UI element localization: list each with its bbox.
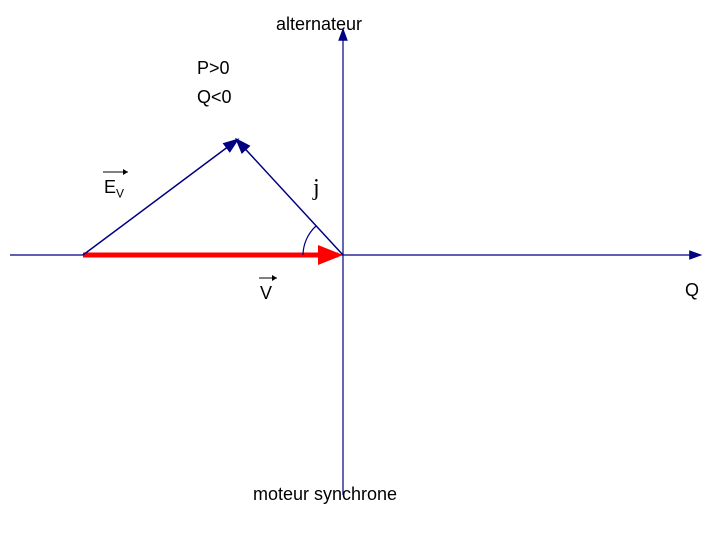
label-q-axis: Q (685, 280, 699, 301)
vector-jxi (237, 140, 343, 255)
label-ev-sub: V (116, 187, 124, 201)
angle-arc-phi (303, 226, 316, 255)
ev-overarrow-head (123, 169, 128, 175)
label-p: P>0 (197, 58, 230, 79)
title-bottom: moteur synchrone (253, 484, 397, 505)
diagram-canvas (0, 0, 720, 540)
title-top: alternateur (276, 14, 362, 35)
label-q: Q<0 (197, 87, 232, 108)
label-v: V (260, 283, 272, 304)
label-ev: EV (104, 177, 124, 201)
label-ev-main: E (104, 177, 116, 197)
label-phi: j (313, 175, 320, 202)
v-overarrow-head (272, 275, 277, 281)
